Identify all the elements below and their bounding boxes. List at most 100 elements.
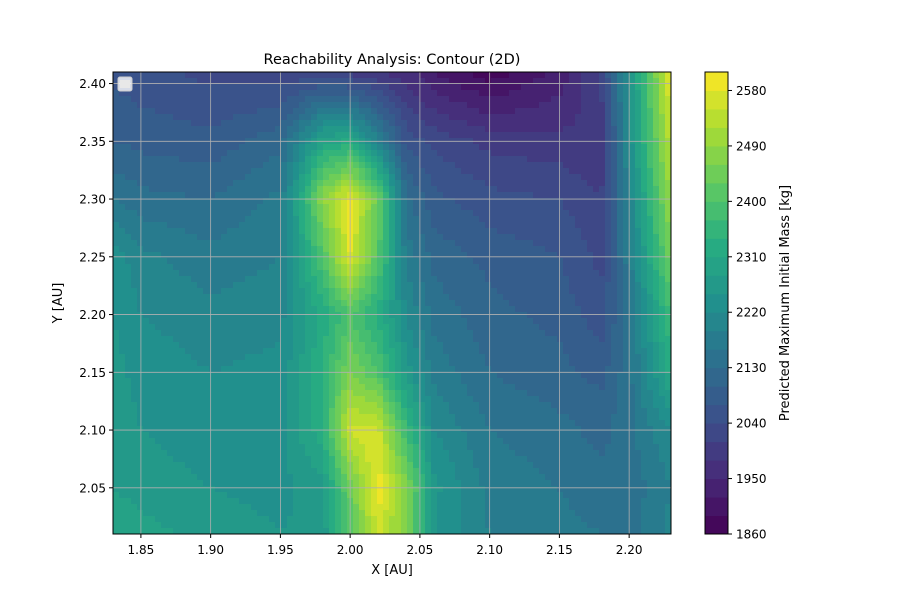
contour-cell [317,186,324,193]
contour-cell [539,114,546,121]
contour-cell [227,336,234,343]
contour-cell [455,192,462,199]
contour-cell [425,318,432,325]
contour-cell [377,234,384,241]
contour-cell [605,240,612,247]
contour-cell [413,162,420,169]
contour-cell [173,216,180,223]
contour-cell [173,210,180,217]
contour-cell [629,264,636,271]
contour-cell [479,204,486,211]
contour-cell [185,282,192,289]
contour-cell [281,90,288,97]
contour-cell [635,150,642,157]
contour-cell [491,348,498,355]
contour-cell [341,210,348,217]
contour-cell [629,240,636,247]
contour-cell [479,306,486,313]
contour-cell [653,78,660,85]
contour-cell [257,234,264,241]
contour-cell [251,162,258,169]
contour-cell [167,390,174,397]
contour-cell [143,366,150,373]
contour-cell [611,192,618,199]
contour-cell [131,132,138,139]
contour-cell [203,126,210,133]
contour-cell [299,360,306,367]
contour-cell [161,330,168,337]
contour-cell [389,120,396,127]
contour-cell [323,378,330,385]
contour-cell [323,240,330,247]
contour-cell [431,306,438,313]
contour-cell [533,300,540,307]
contour-cell [455,330,462,337]
contour-cell [455,246,462,253]
contour-cell [539,78,546,85]
contour-cell [323,294,330,301]
contour-cell [485,324,492,331]
contour-cell [563,330,570,337]
contour-cell [647,144,654,151]
contour-cell [455,174,462,181]
contour-cell [587,288,594,295]
contour-cell [419,294,426,301]
contour-cell [365,348,372,355]
contour-cell [647,132,654,139]
contour-cell [293,306,300,313]
contour-cell [329,336,336,343]
contour-cell [257,282,264,289]
contour-cell [371,264,378,271]
contour-cell [581,348,588,355]
contour-cell [299,384,306,391]
contour-cell [185,90,192,97]
contour-cell [509,156,516,163]
contour-cell [533,240,540,247]
contour-cell [641,72,648,79]
contour-cell [611,84,618,91]
contour-cell [557,318,564,325]
contour-cell [353,240,360,247]
contour-cell [359,390,366,397]
contour-cell [161,318,168,325]
contour-cell [611,228,618,235]
contour-cell [299,258,306,265]
contour-cell [191,324,198,331]
contour-cell [185,168,192,175]
contour-cell [389,294,396,301]
contour-cell [227,276,234,283]
contour-cell [413,246,420,253]
contour-cell [491,342,498,349]
contour-cell [629,294,636,301]
contour-cell [485,192,492,199]
contour-cell [647,108,654,115]
contour-cell [587,168,594,175]
contour-cell [305,90,312,97]
contour-cell [563,162,570,169]
contour-cell [389,354,396,361]
contour-cell [653,378,660,385]
contour-cell [557,132,564,139]
contour-cell [311,78,318,85]
contour-cell [191,252,198,259]
contour-cell [533,384,540,391]
contour-cell [521,240,528,247]
contour-cell [479,108,486,115]
contour-cell [413,72,420,79]
contour-cell [377,264,384,271]
contour-cell [425,300,432,307]
contour-cell [575,168,582,175]
contour-cell [449,168,456,175]
contour-cell [125,198,132,205]
contour-cell [575,144,582,151]
contour-cell [611,366,618,373]
contour-cell [341,168,348,175]
contour-cell [257,168,264,175]
contour-cell [167,282,174,289]
contour-cell [149,102,156,109]
contour-cell [521,378,528,385]
contour-cell [329,210,336,217]
contour-cell [161,282,168,289]
contour-cell [539,198,546,205]
contour-cell [413,312,420,319]
